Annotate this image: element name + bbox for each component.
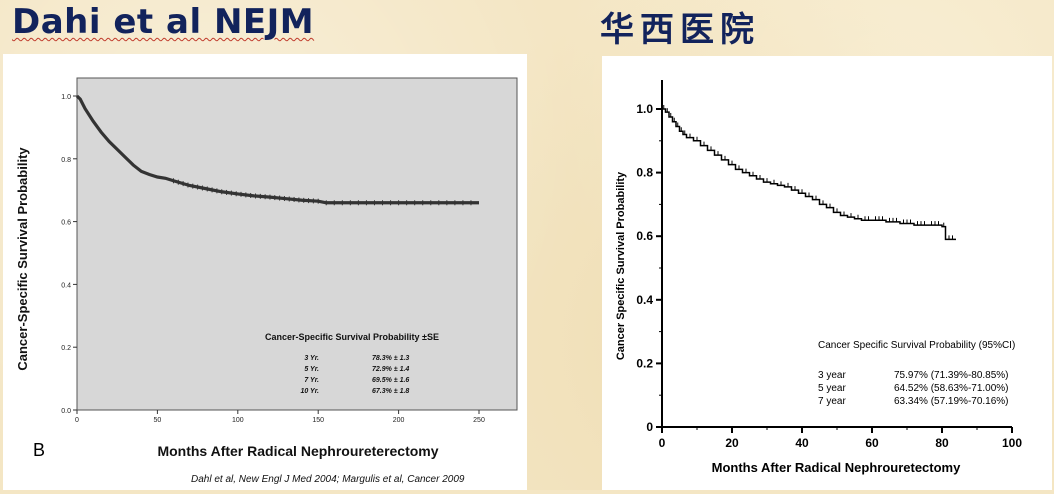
left-kaplan-meier-chart: 0.0 0.2 0.4 0.6 0.8 1.0 0 50 100 150 200 250 Cance… (15, 77, 518, 485)
left-x-tick-label: 0 (75, 417, 79, 424)
left-legend-row-label: 5 Yr. (304, 366, 319, 373)
left-x-tick-label: 100 (232, 417, 244, 424)
right-censor-marks (663, 105, 953, 240)
right-y-tick-label: 0.8 (636, 166, 653, 180)
right-kaplan-meier-chart: 0 0.2 0.4 0.6 0.8 1.0 0 20 40 60 80 100 Cancer Spe… (615, 80, 1022, 475)
right-y-ticks: 0 0.2 0.4 0.6 0.8 1.0 (636, 102, 662, 434)
right-x-tick-label: 60 (865, 436, 879, 450)
left-x-tick-label: 50 (154, 417, 162, 424)
left-y-tick-label: 0.6 (61, 220, 71, 227)
right-legend-row-value: 75.97% (71.39%-80.85%) (894, 370, 1009, 381)
left-legend-row-value: 78.3% ± 1.3 (372, 355, 409, 362)
left-y-tick-label: 0.0 (61, 408, 71, 415)
left-legend-row-value: 67.3% ± 1.8 (372, 388, 409, 395)
right-legend-rows: 3 year 75.97% (71.39%-80.85%) 5 year 64.52%… (818, 370, 1009, 407)
left-legend-row-label: 3 Yr. (304, 355, 319, 362)
right-x-tick-label: 100 (1002, 436, 1022, 450)
right-y-tick-label: 0.6 (636, 229, 653, 243)
right-survival-curve (662, 108, 956, 241)
left-x-tick-label: 200 (393, 417, 405, 424)
right-x-tick-label: 80 (935, 436, 949, 450)
left-chart-panel: 0.0 0.2 0.4 0.6 0.8 1.0 0 50 100 150 200 250 Cance… (3, 54, 527, 490)
right-x-tick-label: 40 (795, 436, 809, 450)
left-x-axis-label: Months After Radical Nephroureterectomy (157, 443, 438, 459)
left-heading: Dahi et al NEJM (12, 2, 314, 42)
left-x-ticks: 0 50 100 150 200 250 (75, 410, 485, 424)
left-y-ticks: 0.0 0.2 0.4 0.6 0.8 1.0 (61, 94, 77, 415)
right-y-axis-label: Cancer Specific Survival Probability (615, 171, 627, 360)
left-legend-row-label: 10 Yr. (300, 388, 319, 395)
right-legend-row-value: 64.52% (58.63%-71.00%) (894, 383, 1009, 394)
left-legend-rows: 3 Yr. 78.3% ± 1.3 5 Yr. 72.9% ± 1.4 7 Yr. 69.… (300, 355, 409, 395)
left-y-tick-label: 0.8 (61, 157, 71, 164)
right-legend-row-value: 63.34% (57.19%-70.16%) (894, 396, 1009, 407)
left-censor-marks (172, 178, 472, 206)
left-x-tick-label: 150 (312, 417, 324, 424)
right-legend-row-label: 5 year (818, 383, 846, 394)
right-x-tick-label: 0 (659, 436, 666, 450)
right-x-ticks: 0 20 40 60 80 100 (659, 427, 1022, 450)
citation: Dahl et al, New Engl J Med 2004; Marguli… (191, 474, 465, 485)
right-legend-row-label: 3 year (818, 370, 846, 381)
left-legend-title: Cancer-Specific Survival Probability ±SE (265, 332, 439, 342)
right-heading: 华西医院 (600, 10, 760, 50)
left-y-tick-label: 0.4 (61, 282, 71, 289)
left-y-axis-label: Cancer-Specific Survival Probability (15, 147, 30, 371)
left-plot-area (76, 77, 518, 411)
left-legend-row-value: 69.5% ± 1.6 (372, 377, 409, 384)
right-legend-title: Cancer Specific Survival Probability (95… (818, 340, 1015, 351)
right-x-axis-label: Months After Radical Nephrouretectomy (712, 460, 961, 475)
right-y-tick-label: 0.4 (636, 293, 653, 307)
left-legend-row-label: 7 Yr. (304, 377, 319, 384)
right-legend-row-label: 7 year (818, 396, 846, 407)
left-y-tick-label: 0.2 (61, 345, 71, 352)
left-x-tick-label: 250 (473, 417, 485, 424)
left-heading-text: Dahi et al NEJM (12, 2, 315, 42)
right-y-tick-label: 0 (646, 420, 653, 434)
right-x-tick-label: 20 (725, 436, 739, 450)
left-survival-curve (75, 94, 479, 205)
right-chart-panel: 0 0.2 0.4 0.6 0.8 1.0 0 20 40 60 80 100 Cancer Spe… (602, 56, 1052, 490)
left-legend-row-value: 72.9% ± 1.4 (372, 366, 409, 373)
panel-letter: B (33, 440, 45, 460)
right-y-tick-label: 0.2 (636, 356, 653, 370)
right-y-tick-label: 1.0 (636, 102, 653, 116)
left-y-tick-label: 1.0 (61, 94, 71, 101)
